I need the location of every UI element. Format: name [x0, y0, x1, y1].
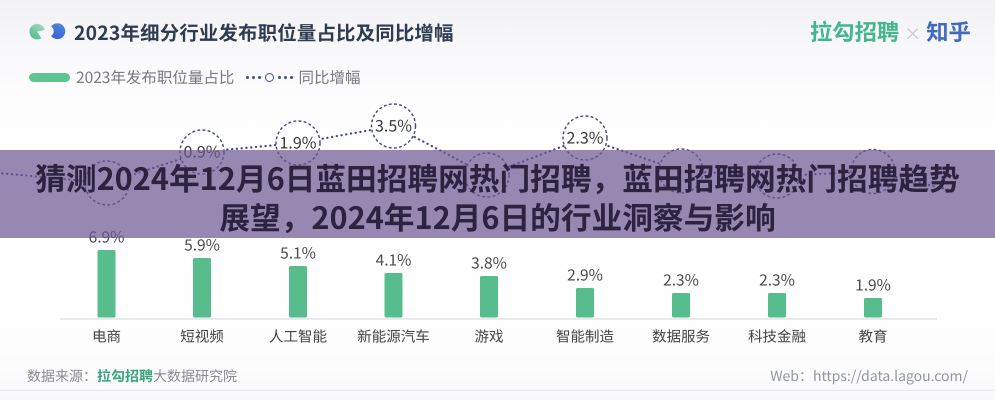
svg-text:游戏: 游戏 — [475, 326, 504, 347]
svg-text:电商: 电商 — [92, 326, 121, 347]
svg-text:2.3%: 2.3% — [759, 269, 795, 291]
svg-text:2.9%: 2.9% — [567, 264, 603, 286]
svg-text:5.1%: 5.1% — [280, 242, 316, 264]
svg-text:1.9%: 1.9% — [280, 130, 317, 154]
svg-text:1.9%: 1.9% — [855, 274, 891, 296]
svg-text:3.8%: 3.8% — [471, 252, 507, 274]
svg-text:数据服务: 数据服务 — [652, 326, 710, 347]
svg-text:人工智能: 人工智能 — [269, 326, 327, 347]
svg-text:4.1%: 4.1% — [376, 249, 412, 271]
svg-text:智能制造: 智能制造 — [556, 326, 614, 347]
svg-text:2.3%: 2.3% — [567, 125, 604, 149]
svg-text:短视频: 短视频 — [180, 326, 224, 347]
svg-text:教育: 教育 — [859, 326, 888, 347]
svg-text:新能源汽车: 新能源汽车 — [357, 326, 430, 347]
svg-text:2.3%: 2.3% — [663, 269, 699, 291]
svg-text:5.9%: 5.9% — [184, 234, 220, 256]
svg-text:科技金融: 科技金融 — [748, 326, 806, 347]
svg-text:3.5%: 3.5% — [375, 113, 412, 137]
